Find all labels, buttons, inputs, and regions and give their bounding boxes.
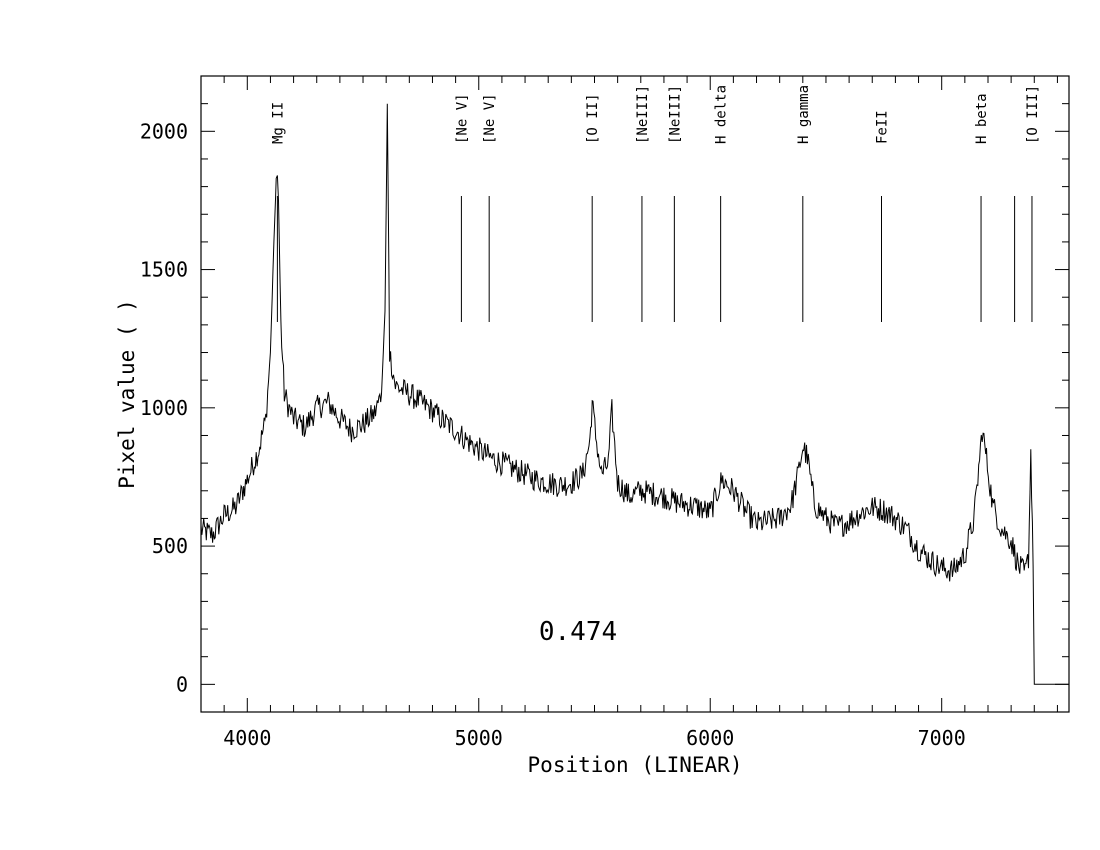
- line-marker-label: Mg II: [270, 102, 286, 144]
- axis-ticks: [200, 75, 1069, 713]
- y-tick-label: 2000: [140, 119, 188, 143]
- emission-line-markers: [276, 196, 1033, 322]
- x-tick-label: 5000: [455, 726, 503, 750]
- y-tick-label: 1000: [140, 396, 188, 420]
- y-tick-labels: 0 500 1000 1500 2000: [140, 119, 188, 696]
- x-tick-label: 7000: [918, 726, 966, 750]
- line-marker-label: [O II]: [585, 93, 601, 144]
- y-tick-label: 500: [152, 534, 188, 558]
- emission-line-labels: Mg II [Ne V] [Ne V] [O II] [NeIII] [NeIII] H d…: [270, 85, 1041, 144]
- x-tick-label: 6000: [686, 726, 734, 750]
- line-marker-label: [NeIII]: [667, 85, 683, 144]
- y-tick-label: 1500: [140, 258, 188, 282]
- line-marker-label: FeII: [875, 110, 891, 144]
- x-tick-label: 4000: [223, 726, 271, 750]
- x-axis-title: Position (LINEAR): [528, 753, 743, 777]
- line-marker-label: H beta: [974, 93, 990, 144]
- line-marker-label: H gamma: [796, 85, 812, 144]
- y-tick-label: 0: [176, 672, 188, 696]
- line-marker-label: [Ne V]: [482, 93, 498, 144]
- spectrum-series-line: [200, 103, 1069, 685]
- redshift-annotation: 0.474: [539, 617, 617, 647]
- line-marker-label: [O III]: [1025, 85, 1041, 144]
- line-marker-label: [Ne V]: [454, 93, 470, 144]
- y-axis-title: Pixel value ( ): [115, 299, 139, 489]
- plot-frame: [200, 75, 1070, 713]
- x-tick-labels: 4000 5000 6000 7000: [223, 726, 966, 750]
- line-marker-label: H delta: [714, 85, 730, 144]
- line-marker-label: [NeIII]: [635, 85, 651, 144]
